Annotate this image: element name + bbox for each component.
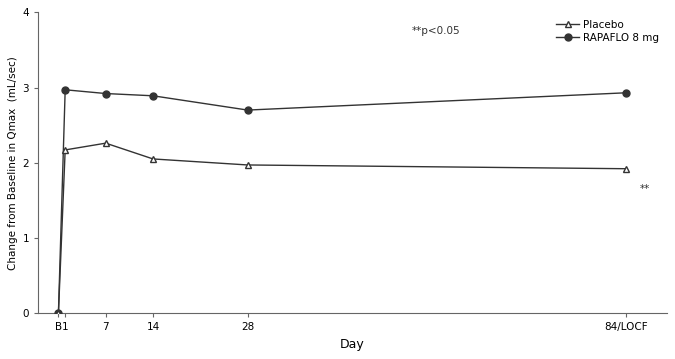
Legend: Placebo, RAPAFLO 8 mg: Placebo, RAPAFLO 8 mg <box>554 18 662 45</box>
Text: **: ** <box>640 184 650 194</box>
X-axis label: Day: Day <box>340 338 364 351</box>
Text: **p<0.05: **p<0.05 <box>412 26 461 36</box>
Y-axis label: Change from Baseline in Qmax  (mL/sec): Change from Baseline in Qmax (mL/sec) <box>8 56 18 270</box>
